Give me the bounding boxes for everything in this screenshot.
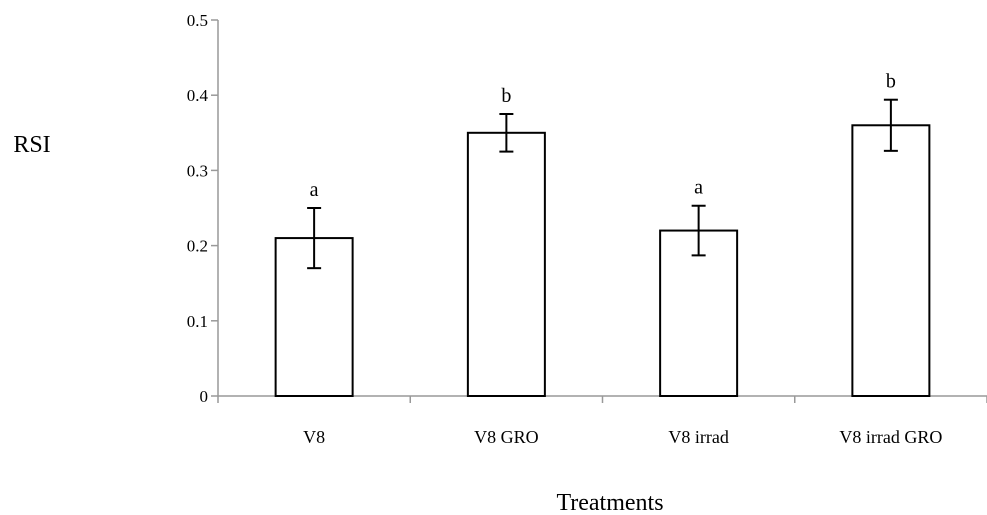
bar <box>468 133 545 396</box>
y-tick-label: 0.4 <box>187 86 209 105</box>
significance-letter: b <box>886 71 896 93</box>
significance-letter: b <box>501 85 511 107</box>
y-tick-label: 0.3 <box>187 161 208 180</box>
y-tick-label: 0.5 <box>187 11 208 30</box>
y-tick-label: 0.2 <box>187 237 208 256</box>
x-axis-title: Treatments <box>556 490 663 515</box>
x-category-label: V8 irrad GRO <box>839 427 942 447</box>
plot-area: 0 0.1 0.2 0.3 0.4 0.5 a V8 b V8 GRO a V8 irrad b V8 i… <box>187 11 987 447</box>
significance-letter: a <box>310 179 319 201</box>
bar <box>852 125 929 396</box>
x-category-label: V8 GRO <box>474 427 539 447</box>
y-axis-title: RSI <box>13 132 50 158</box>
x-category-label: V8 irrad <box>668 427 728 447</box>
y-tick-label: 0.1 <box>187 312 208 331</box>
y-tick-label: 0 <box>200 387 209 406</box>
x-category-label: V8 <box>303 427 325 447</box>
significance-letter: a <box>694 177 703 199</box>
